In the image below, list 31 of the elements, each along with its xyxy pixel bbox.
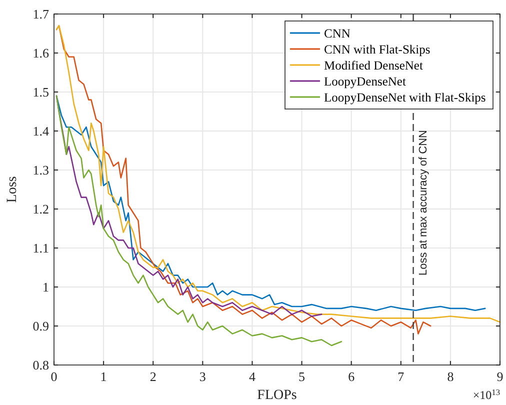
y-tick-label: 1.6	[32, 46, 50, 60]
line-series	[56, 25, 432, 334]
legend-label: LoopyDenseNet with Flat-Skips	[324, 90, 486, 104]
x-tick-label: 3	[199, 369, 206, 384]
legend-label: CNN with Flat-Skips	[324, 42, 430, 56]
x-tick-label: 9	[496, 369, 504, 384]
y-tick-label: 0.8	[32, 358, 49, 372]
y-tick-label: 0.9	[32, 318, 49, 334]
y-tick-label: 1.4	[32, 124, 50, 138]
ref-line-label: Loss at max accuracy of CNN	[417, 130, 430, 276]
y-axis-title: Loss	[5, 176, 20, 203]
legend-label: CNN	[324, 26, 350, 40]
x-tick-label: 8	[447, 369, 454, 384]
x-tick-label: 5	[298, 369, 306, 384]
y-tick-label: 1.5	[32, 84, 49, 100]
x-tick-label: 6	[348, 369, 356, 384]
y-tick-label: 1	[42, 280, 49, 294]
line-series	[56, 25, 501, 323]
legend-label: Modified DenseNet	[324, 58, 424, 72]
x-axis-title: FLOPs	[257, 388, 297, 403]
y-tick-label: 1.1	[32, 240, 49, 256]
legend-label: LoopyDenseNet	[324, 74, 406, 88]
text: ×10$^{13}$	[472, 388, 500, 402]
y-tick-label: 1.2	[32, 202, 49, 216]
x-tick-label: 0	[50, 369, 58, 384]
x-tick-label: 1	[100, 369, 107, 384]
x-tick-label: 4	[248, 369, 256, 384]
y-tick-label: 1.7	[32, 6, 50, 22]
x-tick-label: 2	[150, 369, 156, 384]
x-tick-label: 7	[398, 369, 405, 384]
y-tick-label: 1.3	[32, 162, 49, 178]
